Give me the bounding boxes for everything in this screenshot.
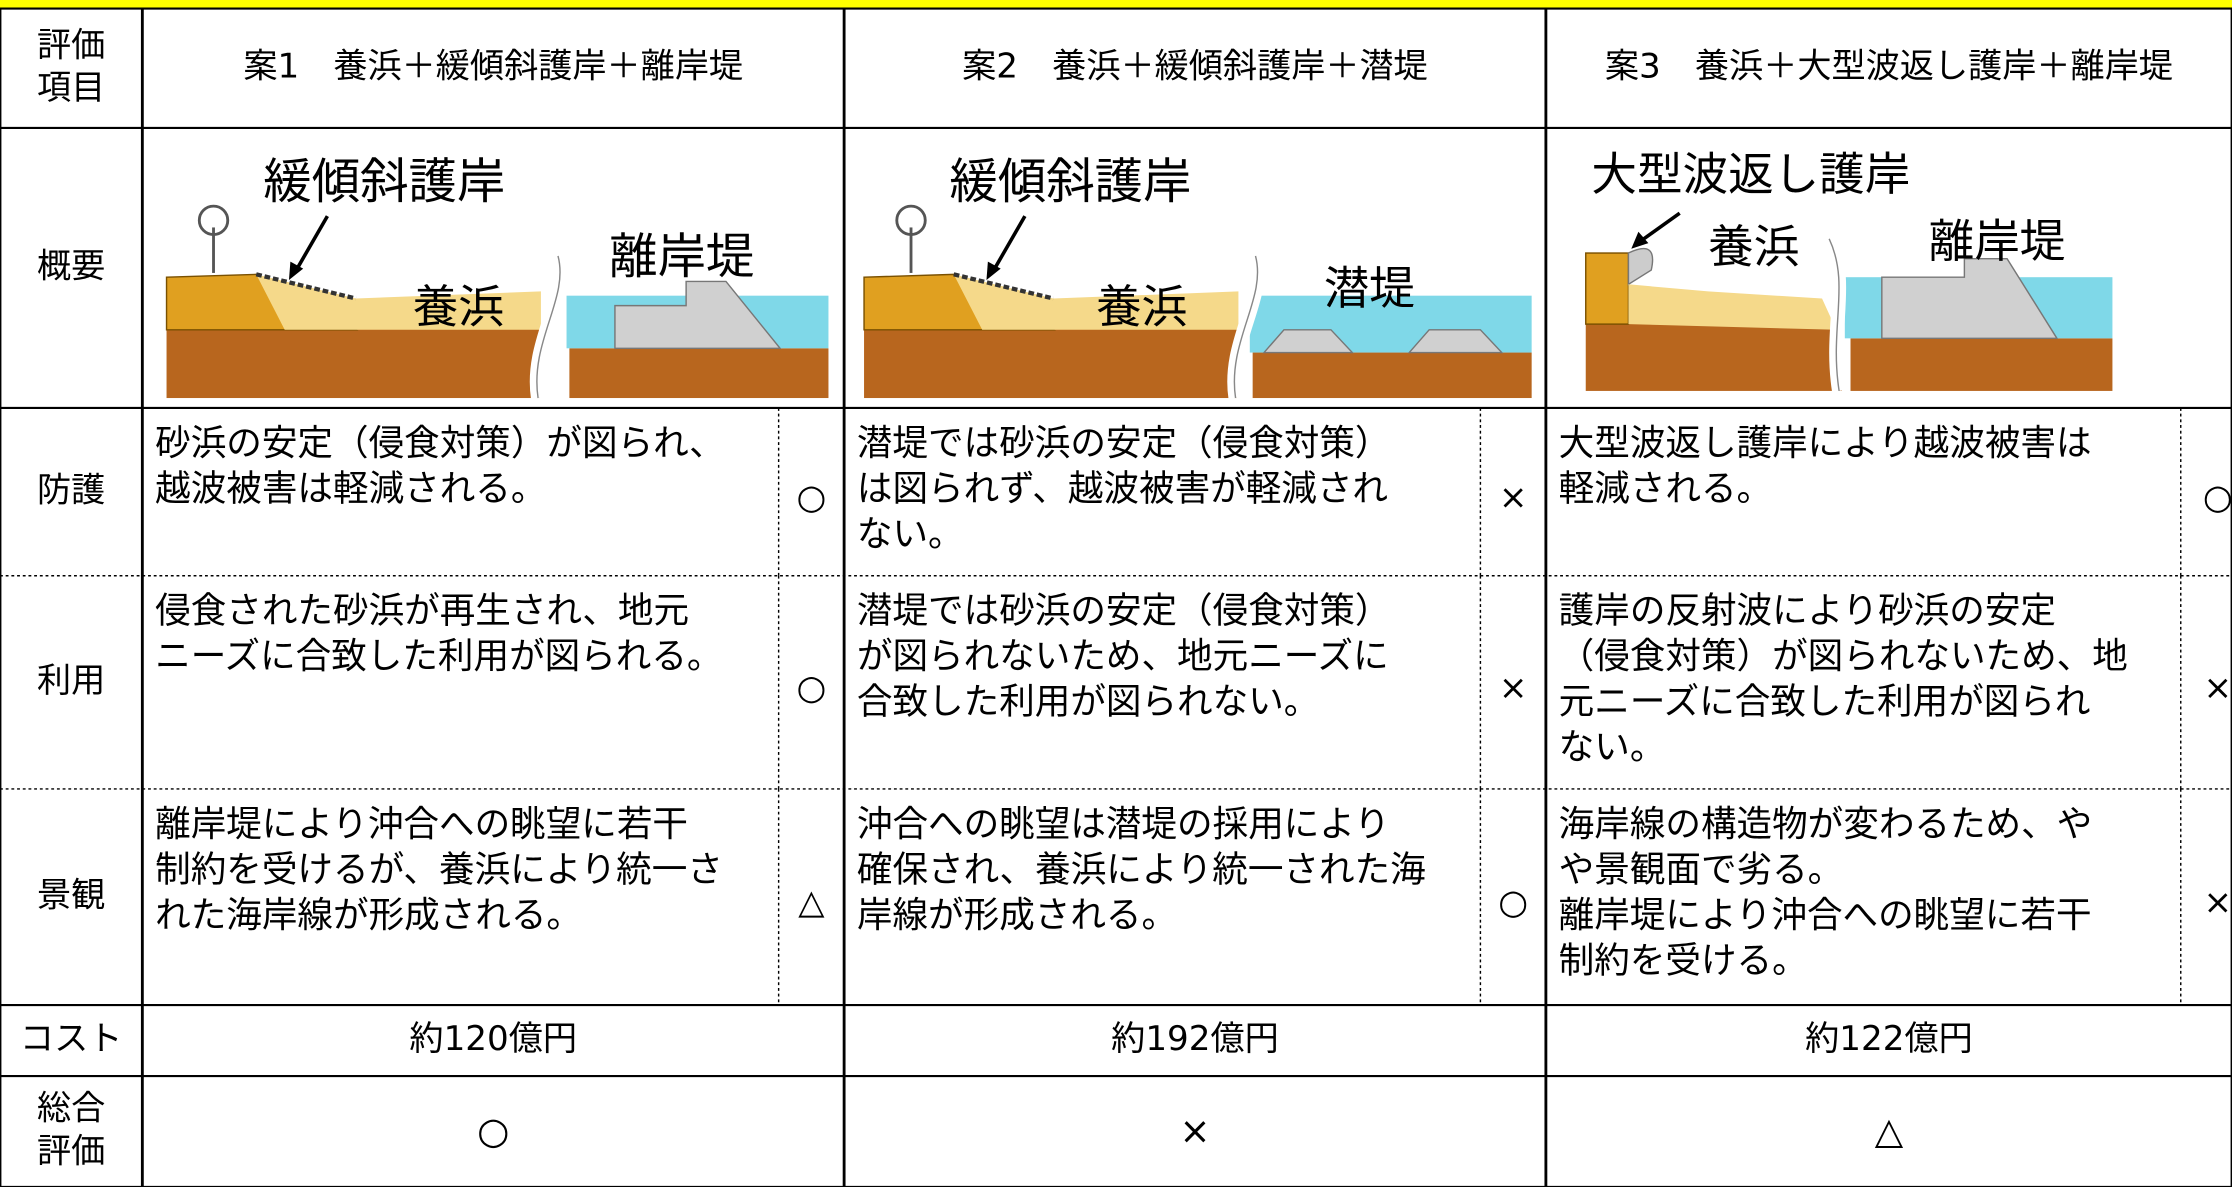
evaluation-mark: △ bbox=[798, 883, 825, 923]
cell-text: 離岸堤により沖合への眺望に若干 bbox=[155, 804, 688, 845]
cell-text: 評価 bbox=[37, 25, 105, 65]
cell-text: 潜堤では砂浜の安定（侵食対策） bbox=[857, 423, 1391, 464]
diagram-label: 養浜 bbox=[1708, 221, 1799, 274]
cell-text: 侵食された砂浜が再生され、地元 bbox=[155, 591, 689, 632]
cell-text: 越波被害は軽減される。 bbox=[155, 468, 546, 509]
cell-text: 利用 bbox=[37, 661, 105, 701]
diagram-label: 養浜 bbox=[413, 280, 504, 333]
diagram-plan3: 大型波返し護岸 養浜 離岸堤 bbox=[1585, 148, 2113, 393]
cell-text: 潜堤では砂浜の安定（侵食対策） bbox=[857, 591, 1391, 632]
cell-text: は図られず、越波被害が軽減され bbox=[857, 468, 1388, 509]
diagram-label: 潜堤 bbox=[1324, 262, 1415, 315]
cell-text: 軽減される。 bbox=[1559, 468, 1772, 509]
evaluation-mark: × bbox=[2203, 883, 2232, 923]
evaluation-mark: ○ bbox=[2203, 477, 2232, 517]
cost-value: 約192億円 bbox=[1111, 1019, 1279, 1059]
cell-text: 評価 bbox=[37, 1131, 105, 1171]
cell-text: 大型波返し護岸により越波被害は bbox=[1559, 423, 2092, 464]
cell-text: 防護 bbox=[37, 470, 105, 510]
top-bar bbox=[0, 0, 2232, 9]
plan-header: 案1 養浜＋緩傾斜護岸＋離岸堤 bbox=[243, 47, 743, 87]
evaluation-mark: ○ bbox=[796, 668, 826, 708]
overall-mark: ○ bbox=[477, 1109, 509, 1152]
cell-text: （侵食対策）が図られないため、地 bbox=[1559, 636, 2128, 677]
cell-text: 合致した利用が図られない。 bbox=[857, 682, 1319, 723]
diagram-label: 大型波返し護岸 bbox=[1591, 148, 1910, 201]
overall-mark: △ bbox=[1875, 1109, 1904, 1152]
cell-text: 景観 bbox=[37, 876, 105, 916]
cell-text: れた海岸線が形成される。 bbox=[155, 895, 582, 936]
cell-text: ない。 bbox=[857, 514, 964, 555]
cell-text: 総合 bbox=[37, 1089, 105, 1129]
cell-text: 概要 bbox=[37, 246, 105, 286]
cell-text: 確保され、養浜により統一された海 bbox=[857, 849, 1426, 890]
diagram-label: 緩傾斜護岸 bbox=[263, 154, 505, 210]
cell-text: 護岸の反射波により砂浜の安定 bbox=[1559, 591, 2056, 632]
cost-value: 約122億円 bbox=[1805, 1019, 1973, 1059]
cell-text: ニーズに合致した利用が図られる。 bbox=[155, 636, 722, 677]
cell-text: 制約を受けるが、養浜により統一さ bbox=[155, 849, 723, 890]
diagram-label: 離岸堤 bbox=[1929, 215, 2066, 268]
plan-header: 案3 養浜＋大型波返し護岸＋離岸堤 bbox=[1605, 47, 2173, 87]
diagram-plan1: 緩傾斜護岸 養浜 離岸堤 bbox=[165, 154, 829, 400]
cell-text: 海岸線の構造物が変わるため、や bbox=[1559, 804, 2093, 845]
cell-text: 岸線が形成される。 bbox=[857, 895, 1177, 936]
diagram-plan2: 緩傾斜護岸 養浜 潜堤 bbox=[863, 154, 1532, 400]
evaluation-mark: ○ bbox=[1498, 883, 1528, 923]
evaluation-mark: ○ bbox=[796, 477, 826, 517]
cell-text: 元ニーズに合致した利用が図られ bbox=[1559, 682, 2091, 723]
cell-text: が図られないため、地元ニーズに bbox=[857, 636, 1389, 677]
overall-mark: × bbox=[1180, 1109, 1211, 1152]
cell-text: 離岸堤により沖合への眺望に若干 bbox=[1559, 895, 2092, 936]
cell-text: ない。 bbox=[1559, 727, 1666, 768]
diagram-label: 養浜 bbox=[1096, 280, 1187, 333]
evaluation-mark: × bbox=[2203, 668, 2232, 708]
cell-text: 制約を受ける。 bbox=[1559, 940, 1808, 981]
cell-text: 項目 bbox=[37, 68, 105, 108]
cell-text: や景観面で劣る。 bbox=[1559, 849, 1844, 890]
evaluation-mark: × bbox=[1499, 668, 1528, 708]
cost-value: 約120億円 bbox=[409, 1019, 577, 1059]
diagram-label: 緩傾斜護岸 bbox=[949, 154, 1191, 210]
cell-text: 砂浜の安定（侵食対策）が図られ、 bbox=[155, 423, 724, 464]
diagram-label: 離岸堤 bbox=[609, 229, 754, 285]
plan-header: 案2 養浜＋緩傾斜護岸＋潜堤 bbox=[962, 47, 1428, 87]
cell-text: 沖合への眺望は潜堤の採用により bbox=[857, 804, 1390, 845]
evaluation-mark: × bbox=[1499, 477, 1528, 517]
cell-text: コスト bbox=[20, 1019, 122, 1059]
